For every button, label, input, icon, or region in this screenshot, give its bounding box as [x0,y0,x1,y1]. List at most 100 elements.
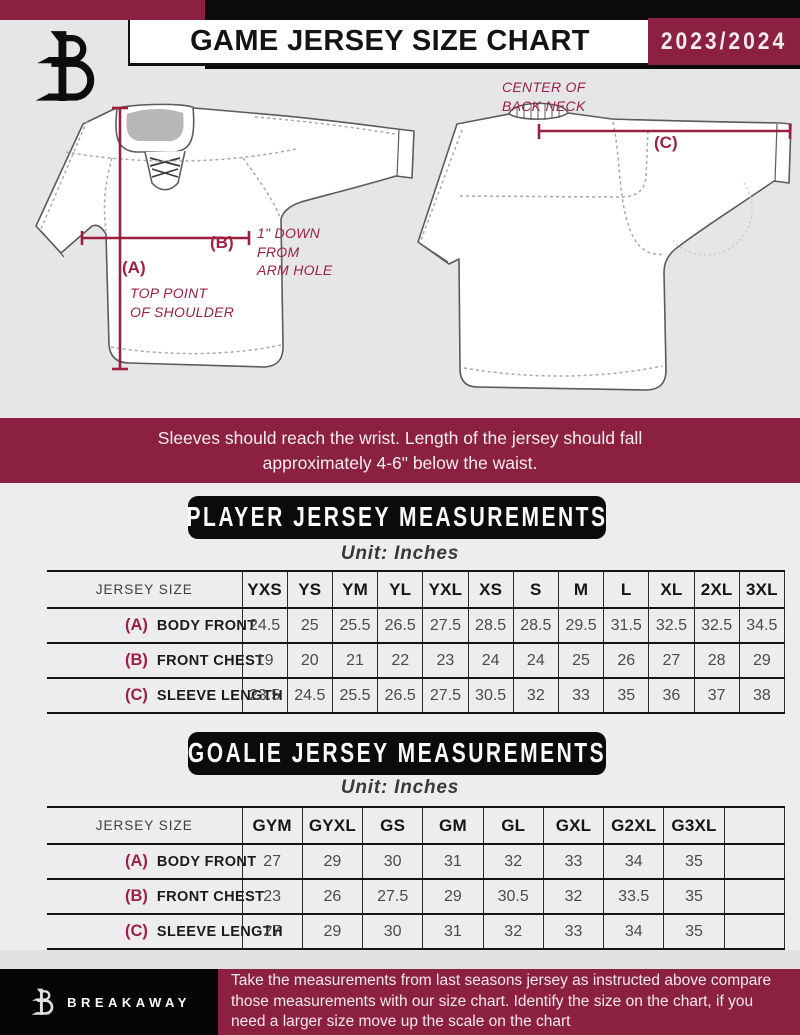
table-row: (B) FRONT CHEST 23 26 27.5 29 30.5 32 33… [47,878,786,914]
row-key: (A) [125,852,148,870]
row-key: (A) [125,616,148,634]
measurement-value: 23 [241,878,303,914]
measurement-value: 31 [422,843,484,879]
measurement-value: 37 [693,677,740,714]
measurement-value: 24.5 [286,677,333,714]
size-col-header: 3XL [738,570,786,608]
size-col-header [723,806,786,844]
prefooter-strip [0,950,800,969]
measurement-value: 26 [301,878,363,914]
measurement-value: 29.5 [557,607,604,643]
measurement-value: 28.5 [512,607,559,643]
header-maroon-strip [0,0,205,20]
measurement-value: 27.5 [422,677,469,714]
measurement-value: 35 [663,843,725,879]
measurement-value: 32 [482,843,544,879]
table-row: (B) FRONT CHEST 19 20 21 22 23 24 24 25 … [47,642,786,678]
measurement-value: 33 [542,913,604,950]
measurement-value: 30 [362,843,423,879]
measurement-value: 32 [512,677,559,714]
size-col-header: GXL [542,806,604,844]
row-name: FRONT CHEST [156,652,265,669]
size-col-header: G3XL [663,806,725,844]
measurement-value: 25.5 [331,677,378,714]
front-measurement-lines [80,106,251,371]
measurement-value: 33 [557,677,604,714]
measurement-value: 28.5 [467,607,514,643]
row-key: (B) [125,887,148,905]
measurement-value: 36 [648,677,695,714]
front-jersey-drawing [35,103,415,368]
measurement-value: 34 [603,843,664,879]
measurement-value: 34 [603,913,664,950]
measure-a-caption: TOP POINT OF SHOULDER [130,285,235,320]
back-measurement-line [537,124,792,139]
measurement-value [723,843,786,879]
measurement-value: 24.5 [241,607,288,643]
row-name: BODY FRONT [156,853,257,870]
size-col-header: 2XL [693,570,740,608]
measurement-value: 20 [286,642,333,678]
measurement-value: 25.5 [331,607,378,643]
measurement-value: 38 [738,677,786,714]
row-key: (B) [125,651,148,669]
row-label-cell: (C) SLEEVE LENGTH [47,913,283,950]
measurement-value: 33.5 [603,878,664,914]
row-key: (C) [125,686,148,704]
measurement-value: 30 [362,913,423,950]
measurement-value: 24 [512,642,559,678]
row-label-cell: (A) BODY FRONT [47,843,256,879]
measurement-value [723,913,786,950]
table-header-row: JERSEY SIZE YXS YS YM YL YXL XS S M L XL… [47,570,786,608]
table-header-row: JERSEY SIZE GYM GYXL GS GM GL GXL G2XL G… [47,806,786,844]
measurement-value: 27.5 [422,607,469,643]
measurement-value: 32 [542,878,604,914]
measurement-value: 29 [422,878,484,914]
measure-c-caption: CENTER OF BACK NECK [502,79,586,114]
table-row: (A) BODY FRONT 24.5 25 25.5 26.5 27.5 28… [47,607,786,643]
row-label-cell: (A) BODY FRONT [47,607,256,643]
size-col-header: L [603,570,649,608]
measurement-value: 29 [301,843,363,879]
fit-notice-banner: Sleeves should reach the wrist. Length o… [0,418,800,483]
table-row: (C) SLEEVE LENGTH 27 29 30 31 32 33 34 3… [47,913,786,950]
row-label-cell: (B) FRONT CHEST [47,642,264,678]
measurement-value: 35 [663,878,725,914]
measurement-value: 29 [738,642,786,678]
measurement-value: 26.5 [377,607,423,643]
goalie-section-banner: GOALIE JERSEY MEASUREMENTS [188,732,606,775]
brand-logo-icon [27,986,57,1019]
fit-notice-text: Sleeves should reach the wrist. Length o… [157,427,643,473]
footer-brand-box: BREAKAWAY [0,969,218,1035]
size-col-header: YS [286,570,333,608]
measurement-value: 21 [331,642,378,678]
back-jersey-drawing [417,102,792,391]
row-label-cell: (B) FRONT CHEST [47,878,264,914]
measurement-value: 25 [286,607,333,643]
jersey-size-header: JERSEY SIZE [47,570,242,608]
size-col-header: M [557,570,604,608]
measurement-value: 30.5 [482,878,544,914]
player-section-title: PLAYER JERSEY MEASUREMENTS [186,501,608,532]
size-col-header: GL [482,806,544,844]
season-badge: 2023/2024 [648,18,800,65]
goalie-size-table: JERSEY SIZE GYM GYXL GS GM GL GXL G2XL G… [47,806,786,950]
measurement-value: 30.5 [467,677,514,714]
row-label-cell: (C) SLEEVE LENGTH [47,677,283,714]
goalie-section-title: GOALIE JERSEY MEASUREMENTS [187,737,607,768]
measurement-value: 31 [422,913,484,950]
measurement-value: 35 [663,913,725,950]
table-row: (C) SLEEVE LENGTH 23.5 24.5 25.5 26.5 27… [47,677,786,714]
player-unit-label: Unit: Inches [340,543,460,564]
measurement-value: 27 [648,642,695,678]
row-name: SLEEVE LENGTH [156,923,283,940]
measurement-value: 32.5 [693,607,740,643]
measure-b-caption: 1" DOWN FROM ARM HOLE [257,225,333,278]
page-title: GAME JERSEY SIZE CHART [190,25,590,57]
measurement-value: 32.5 [648,607,695,643]
measurement-value: 35 [603,677,649,714]
table-row: (A) BODY FRONT 27 29 30 31 32 33 34 35 [47,843,786,879]
row-name: FRONT CHEST [156,888,265,905]
measurement-value: 25 [557,642,604,678]
